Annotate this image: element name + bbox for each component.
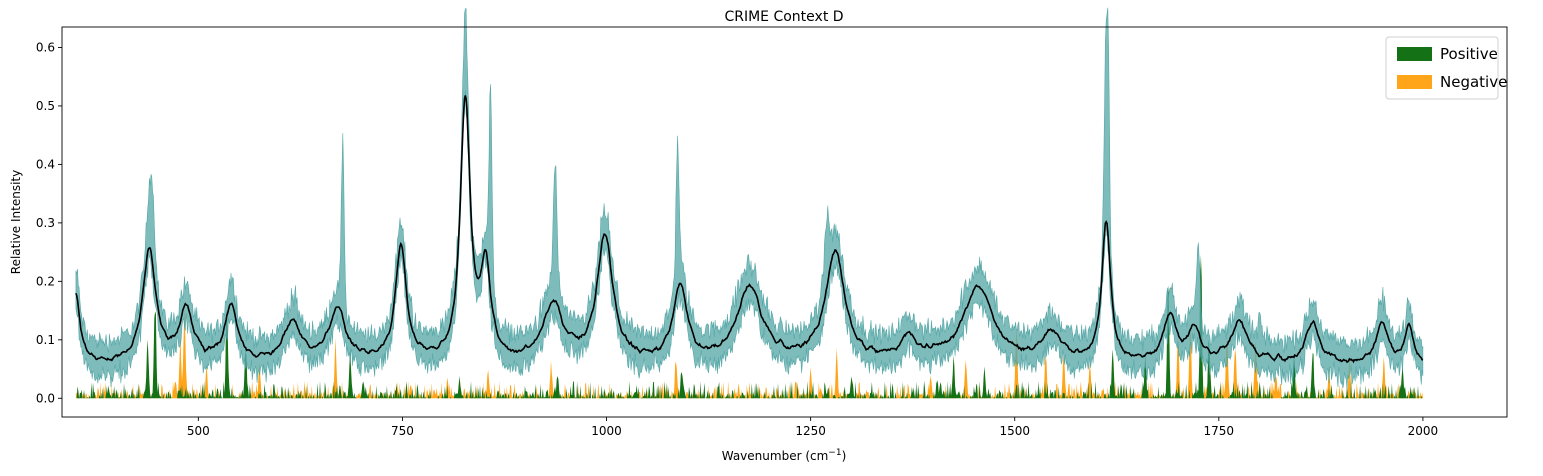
plot-frame bbox=[61, 26, 1508, 418]
x-tick-label: 2000 bbox=[1408, 424, 1439, 438]
x-tick-label: 1000 bbox=[591, 424, 622, 438]
x-tick-label: 1750 bbox=[1204, 424, 1235, 438]
x-axis-title-sup: −1 bbox=[828, 448, 841, 458]
x-axis-title-close: ) bbox=[842, 449, 847, 463]
legend-label-positive: Positive bbox=[1440, 45, 1498, 63]
legend-swatch-positive bbox=[1397, 47, 1432, 61]
x-tick-label: 1250 bbox=[795, 424, 826, 438]
y-tick-label: 0.5 bbox=[36, 99, 55, 113]
legend-label-negative: Negative bbox=[1440, 73, 1507, 91]
legend-swatch-negative bbox=[1397, 75, 1432, 89]
x-axis-title: Wavenumber (cm−1) bbox=[722, 448, 847, 463]
y-tick-label: 0.1 bbox=[36, 333, 55, 347]
x-tick-label: 1500 bbox=[999, 424, 1030, 438]
mean-spectrum-line bbox=[75, 95, 1424, 364]
x-axis-title-main: Wavenumber (cm bbox=[722, 449, 829, 463]
x-axis: 500 750 1000 1250 1500 1750 2000 bbox=[187, 417, 1438, 438]
y-tick-label: 0.0 bbox=[36, 391, 55, 405]
y-tick-label: 0.4 bbox=[36, 157, 55, 171]
confidence-band bbox=[75, 7, 1424, 390]
y-axis-title: Relative Intensity bbox=[9, 170, 23, 274]
x-tick-label: 750 bbox=[391, 424, 414, 438]
y-axis: 0.0 0.1 0.2 0.3 0.4 0.5 0.6 bbox=[36, 40, 62, 405]
y-tick-label: 0.6 bbox=[36, 40, 55, 54]
legend: Positive Negative bbox=[1385, 36, 1507, 100]
y-tick-label: 0.3 bbox=[36, 216, 55, 230]
mean-spectrum-layer bbox=[75, 95, 1424, 364]
chart-title: CRIME Context D bbox=[724, 9, 843, 25]
x-tick-label: 500 bbox=[187, 424, 210, 438]
confidence-band-layer bbox=[75, 7, 1424, 390]
y-tick-label: 0.2 bbox=[36, 274, 55, 288]
